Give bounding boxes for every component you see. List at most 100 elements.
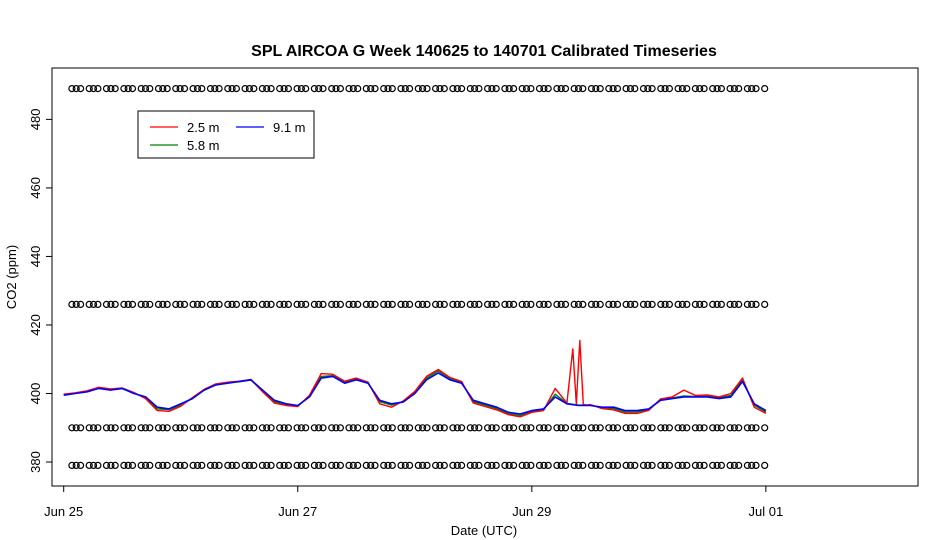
reference-marker bbox=[709, 461, 717, 469]
reference-marker bbox=[159, 300, 167, 308]
reference-marker bbox=[622, 300, 630, 308]
reference-marker bbox=[367, 461, 375, 469]
reference-marker bbox=[696, 300, 704, 308]
reference-marker bbox=[315, 424, 323, 432]
reference-marker bbox=[557, 84, 565, 93]
reference-marker bbox=[475, 461, 483, 469]
reference-marker bbox=[276, 300, 284, 308]
reference-marker bbox=[276, 424, 284, 432]
reference-marker bbox=[146, 84, 154, 93]
reference-marker bbox=[120, 461, 128, 469]
reference-marker bbox=[475, 300, 483, 308]
reference-marker bbox=[752, 461, 760, 469]
reference-marker bbox=[232, 461, 240, 469]
reference-marker bbox=[293, 461, 301, 469]
reference-marker bbox=[466, 424, 474, 432]
reference-marker bbox=[678, 424, 687, 432]
reference-marker bbox=[436, 84, 444, 93]
reference-marker bbox=[492, 300, 500, 308]
reference-marker bbox=[211, 424, 219, 432]
reference-marker bbox=[68, 424, 76, 432]
reference-marker bbox=[276, 84, 284, 93]
reference-marker bbox=[68, 84, 76, 93]
reference-marker bbox=[605, 461, 613, 469]
reference-marker bbox=[414, 461, 422, 469]
reference-marker bbox=[232, 84, 240, 93]
reference-marker bbox=[76, 84, 85, 93]
reference-marker bbox=[579, 424, 587, 432]
reference-marker bbox=[250, 461, 258, 469]
reference-marker bbox=[280, 424, 288, 432]
reference-marker bbox=[592, 300, 600, 308]
reference-marker bbox=[488, 84, 496, 93]
reference-marker bbox=[362, 424, 370, 432]
reference-marker bbox=[713, 84, 721, 93]
reference-marker bbox=[453, 300, 461, 308]
reference-marker bbox=[328, 424, 336, 432]
reference-marker bbox=[592, 424, 600, 432]
reference-marker bbox=[89, 424, 98, 432]
reference-marker bbox=[717, 300, 726, 308]
reference-marker bbox=[419, 424, 427, 432]
reference-marker bbox=[432, 300, 440, 308]
reference-marker bbox=[761, 461, 769, 469]
reference-marker bbox=[665, 300, 674, 308]
reference-marker bbox=[388, 300, 396, 308]
reference-marker bbox=[596, 424, 604, 432]
reference-marker bbox=[626, 424, 635, 432]
reference-marker bbox=[128, 424, 137, 432]
reference-marker bbox=[284, 424, 292, 432]
reference-marker bbox=[609, 424, 617, 432]
reference-marker bbox=[280, 84, 288, 93]
reference-marker bbox=[72, 84, 80, 93]
reference-marker bbox=[211, 84, 219, 93]
reference-marker bbox=[94, 300, 102, 308]
reference-marker bbox=[345, 424, 353, 432]
reference-marker bbox=[484, 84, 492, 93]
reference-marker bbox=[120, 84, 128, 93]
reference-marker bbox=[228, 424, 236, 432]
reference-marker bbox=[678, 84, 687, 93]
reference-marker bbox=[449, 424, 457, 432]
reference-marker bbox=[349, 461, 357, 469]
reference-marker bbox=[761, 300, 769, 308]
reference-marker bbox=[748, 424, 756, 432]
reference-marker bbox=[124, 424, 132, 432]
reference-marker bbox=[85, 461, 93, 469]
reference-marker bbox=[626, 300, 635, 308]
reference-marker bbox=[432, 84, 440, 93]
reference-marker bbox=[258, 461, 266, 469]
reference-marker bbox=[709, 84, 717, 93]
reference-marker bbox=[163, 424, 171, 432]
reference-marker bbox=[85, 424, 93, 432]
reference-marker bbox=[293, 84, 301, 93]
reference-marker bbox=[743, 461, 752, 469]
reference-marker bbox=[354, 84, 362, 93]
reference-marker bbox=[89, 461, 98, 469]
reference-marker bbox=[315, 300, 323, 308]
reference-marker bbox=[622, 84, 630, 93]
reference-marker bbox=[371, 461, 379, 469]
reference-marker bbox=[154, 461, 163, 469]
reference-marker bbox=[89, 84, 98, 93]
reference-marker bbox=[605, 84, 613, 93]
reference-marker bbox=[319, 461, 327, 469]
reference-marker bbox=[691, 461, 700, 469]
reference-marker bbox=[488, 300, 496, 308]
reference-marker bbox=[709, 424, 717, 432]
reference-marker bbox=[141, 84, 150, 93]
reference-marker bbox=[631, 424, 639, 432]
reference-marker bbox=[159, 84, 167, 93]
reference-marker bbox=[570, 461, 578, 469]
reference-marker bbox=[245, 424, 253, 432]
reference-marker bbox=[648, 84, 656, 93]
reference-marker bbox=[263, 300, 271, 308]
reference-marker bbox=[85, 300, 93, 308]
reference-marker bbox=[475, 424, 483, 432]
reference-marker bbox=[505, 424, 513, 432]
reference-marker bbox=[107, 424, 115, 432]
reference-marker bbox=[726, 424, 734, 432]
reference-marker bbox=[579, 461, 587, 469]
reference-marker bbox=[691, 300, 700, 308]
reference-marker bbox=[267, 300, 275, 308]
